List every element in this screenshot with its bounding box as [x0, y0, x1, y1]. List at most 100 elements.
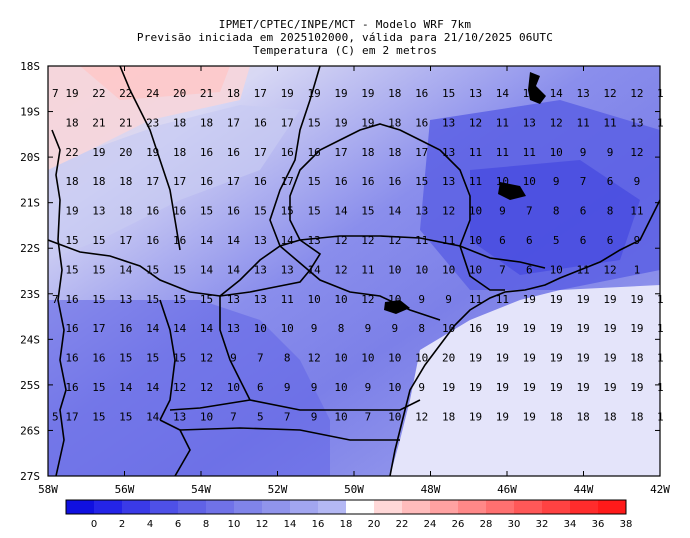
- colorbar-swatch: [542, 500, 571, 514]
- temperature-value: 19: [523, 293, 536, 306]
- temperature-value: 9: [445, 293, 452, 306]
- temperature-value: 10: [200, 410, 213, 423]
- temperature-value: 14: [200, 234, 214, 247]
- temperature-value: 6: [499, 234, 506, 247]
- temperature-value: 12: [442, 205, 455, 218]
- temperature-value: 18: [227, 87, 240, 100]
- temperature-value: 5: [257, 410, 264, 423]
- colorbar-swatch: [402, 500, 431, 514]
- temperature-value: 15: [173, 352, 186, 365]
- temperature-value: 19: [65, 87, 78, 100]
- colorbar-tick-label: 34: [564, 519, 577, 530]
- temperature-value: 7: [526, 205, 533, 218]
- temperature-value: 10: [442, 263, 455, 276]
- temperature-value: 18: [92, 175, 105, 188]
- temperature-value: 15: [119, 352, 132, 365]
- state-borders: [48, 66, 546, 476]
- lat-label: 25S: [20, 379, 40, 392]
- temperature-value: 16: [281, 146, 294, 159]
- temperature-value: 19: [523, 410, 536, 423]
- colorbar-swatch: [234, 500, 263, 514]
- temperature-value: 17: [227, 116, 240, 129]
- temperature-value: 19: [523, 381, 536, 394]
- temperature-value: 11: [603, 116, 616, 129]
- temperature-value: 16: [227, 205, 240, 218]
- lon-label: 58W: [38, 483, 58, 496]
- colorbar-swatch: [150, 500, 179, 514]
- temperature-value: 19: [334, 116, 347, 129]
- temperature-value: 13: [442, 146, 455, 159]
- temperature-value: 14: [119, 263, 133, 276]
- lat-label: 20S: [20, 151, 40, 164]
- temperature-value: 15: [146, 352, 159, 365]
- temperature-value: 1: [657, 381, 664, 394]
- temperature-value: 16: [254, 116, 267, 129]
- temperature-value: 19: [496, 322, 509, 335]
- temperature-value: 12: [469, 116, 482, 129]
- temperature-value: 23: [146, 116, 159, 129]
- temperature-value: 17: [65, 410, 78, 423]
- temperature-value-grid: 7 19 22 22 24 20 21 18 17 19 19 19 19 18 16 15 13 14 13 14 1…: [52, 87, 664, 423]
- colorbar: [65, 499, 627, 515]
- temperature-value: 1: [657, 322, 664, 335]
- temperature-value: 7: [257, 352, 264, 365]
- colorbar-tick-label: 0: [91, 519, 97, 530]
- temperature-value: 19: [334, 87, 347, 100]
- temperature-value: 19: [469, 381, 482, 394]
- temperature-value: 16: [307, 146, 320, 159]
- temperature-value: 19: [496, 352, 509, 365]
- temperature-value: 14: [119, 381, 133, 394]
- temperature-value: 10: [469, 234, 482, 247]
- temperature-value: 14: [227, 234, 241, 247]
- temperature-value: 22: [92, 87, 105, 100]
- temperature-value: 14: [146, 322, 160, 335]
- temperature-value: 9: [311, 381, 318, 394]
- temperature-value: 10: [388, 410, 401, 423]
- temperature-value: 14: [227, 263, 241, 276]
- temperature-value: 15: [307, 205, 320, 218]
- colorbar-tick-label: 24: [424, 519, 437, 530]
- lon-label: 56W: [115, 483, 135, 496]
- temperature-value: 14: [334, 205, 348, 218]
- temperature-value: 19: [146, 146, 159, 159]
- temperature-value: 17: [146, 175, 159, 188]
- temperature-value: 16: [200, 146, 213, 159]
- temperature-value: 10: [550, 263, 563, 276]
- temperature-value: 12: [603, 87, 616, 100]
- temperature-value: 13: [442, 116, 455, 129]
- temperature-value: 12: [630, 87, 643, 100]
- temperature-value: 11: [469, 146, 482, 159]
- temperature-value: 18: [630, 352, 643, 365]
- temperature-value: 15: [200, 205, 213, 218]
- temperature-value: 15: [307, 175, 320, 188]
- longitude-labels: 58W 56W 54W 52W 50W 48W 46W 44W 42W: [38, 483, 670, 496]
- temperature-value: 17: [254, 146, 267, 159]
- temperature-value: 6: [257, 381, 264, 394]
- temperature-value: 9: [365, 322, 372, 335]
- temperature-value: 18: [388, 87, 401, 100]
- lat-label: 21S: [20, 197, 40, 210]
- colorbar-tick-label: 26: [452, 519, 465, 530]
- temperature-value: 13: [227, 293, 240, 306]
- coastline: [389, 199, 660, 476]
- temperature-value: 13: [442, 175, 455, 188]
- temperature-value: 10: [442, 322, 455, 335]
- colorbar-swatch: [514, 500, 543, 514]
- temperature-value: 18: [173, 116, 186, 129]
- temperature-value: 21: [119, 116, 132, 129]
- temperature-value: 13: [92, 205, 105, 218]
- temperature-value: 9: [230, 352, 237, 365]
- colorbar-swatch: [122, 500, 151, 514]
- colorbar-frame: [65, 499, 627, 515]
- colorbar-tick-label: 30: [508, 519, 521, 530]
- temperature-value: 13: [415, 205, 428, 218]
- temperature-value: 7: [52, 293, 59, 306]
- temperature-value: 18: [361, 146, 374, 159]
- temperature-value: 10: [281, 322, 294, 335]
- temperature-value: 10: [334, 410, 347, 423]
- colorbar-swatch: [598, 500, 627, 514]
- temperature-value: 11: [496, 116, 509, 129]
- colorbar-tick-label: 28: [480, 519, 493, 530]
- temperature-value: 10: [469, 263, 482, 276]
- temperature-value: 10: [388, 381, 401, 394]
